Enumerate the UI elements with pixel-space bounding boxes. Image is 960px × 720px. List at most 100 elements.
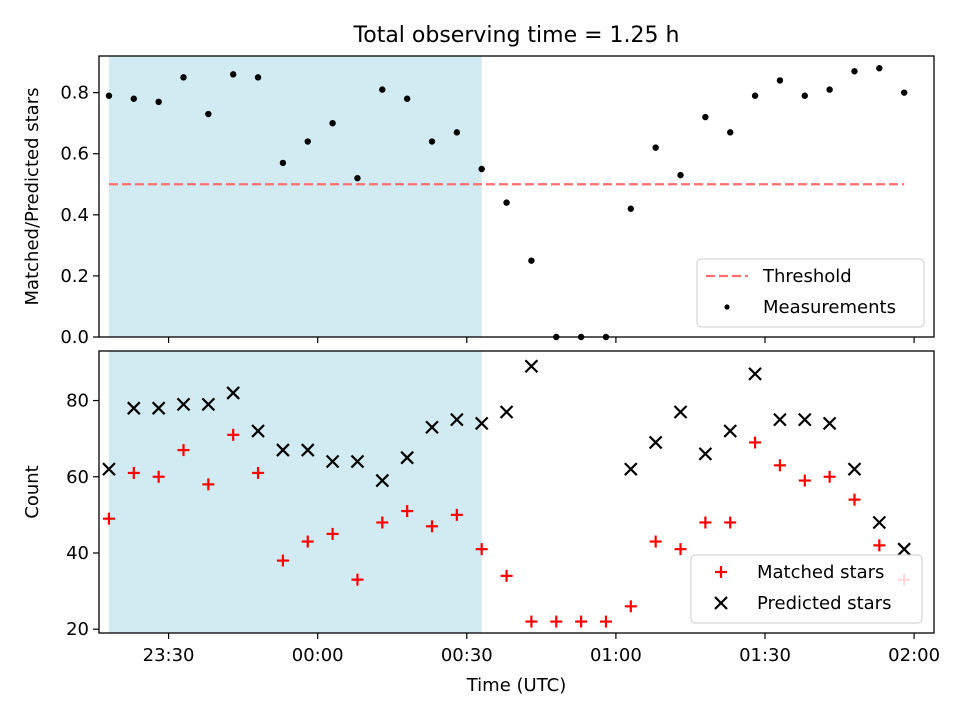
predicted-star-point	[847, 462, 862, 476]
predicted-star-point	[773, 412, 787, 427]
y-tick-label: 60	[66, 467, 89, 488]
measurement-point	[900, 89, 908, 96]
predicted-star-stroke-b	[673, 405, 688, 419]
top-y-ticks: 0.0 0.2 0.4 0.6 0.8	[60, 83, 99, 348]
measurement-point	[428, 138, 436, 145]
measurement-point	[354, 174, 361, 182]
top-y-axis-label: Matched/Predicted stars	[22, 88, 43, 306]
measurement-points	[105, 65, 908, 341]
x-axis-label: Time (UTC)	[466, 675, 567, 696]
y-tick-label: 0.4	[60, 205, 89, 226]
predicted-star-stroke-b	[151, 401, 166, 415]
top-axes-frame	[98, 55, 935, 338]
top-legend-box	[696, 258, 925, 328]
bottom-axes-frame	[98, 350, 935, 634]
matched-star-point	[699, 516, 712, 529]
x-tick-label: 00:00	[292, 645, 344, 666]
predicted-star-stroke-b	[375, 473, 390, 488]
matched-star-point	[798, 474, 811, 487]
y-tick-label: 20	[66, 619, 89, 640]
matched-star-point	[773, 459, 786, 472]
predicted-star-point	[897, 542, 911, 556]
legend-predicted-label: Predicted stars	[757, 593, 891, 614]
measurement-point	[229, 71, 237, 78]
figure-title: Total observing time = 1.25 h	[353, 23, 680, 48]
predicted-star-point	[624, 462, 638, 476]
matched-star-point	[624, 600, 637, 613]
matched-star-point	[674, 543, 687, 556]
legend-threshold-label: Threshold	[762, 266, 852, 287]
y-tick-label: 80	[66, 391, 89, 412]
matched-star-point	[724, 516, 737, 529]
predicted-star-stroke-b	[425, 420, 439, 434]
y-tick-label: 0.0	[60, 327, 89, 348]
matched-star-point	[152, 470, 165, 483]
matched-star-point	[873, 539, 886, 552]
matched-star-point	[450, 508, 463, 521]
bottom-legend-box	[690, 554, 923, 624]
predicted-star-stroke-b	[450, 412, 464, 427]
predicted-star-stroke-b	[872, 515, 887, 530]
measurement-point	[851, 68, 858, 75]
matched-star-point	[376, 516, 389, 529]
bottom-y-axis-label: Count	[22, 465, 43, 518]
legend-measurements-swatch	[724, 304, 730, 310]
predicted-star-stroke-b	[698, 447, 713, 461]
matched-star-point	[351, 573, 364, 586]
measurement-point	[528, 257, 535, 264]
shaded-region-top	[108, 56, 482, 337]
predicted-star-stroke-b	[127, 401, 141, 415]
measurement-point	[478, 165, 485, 173]
matched-star-point	[426, 520, 439, 533]
legend-predicted-swatch	[714, 596, 728, 610]
predicted-star-point	[822, 416, 837, 431]
x-tick-label: 23:30	[143, 645, 195, 666]
predicted-star-point	[797, 412, 812, 427]
predicted-star-point	[723, 424, 737, 438]
predicted-star-stroke-b	[350, 454, 365, 469]
matched-star-point	[749, 436, 762, 449]
predicted-star-point	[474, 416, 489, 431]
measurement-point	[379, 86, 386, 93]
measurement-point	[180, 74, 187, 81]
predicted-star-stroke-b	[400, 450, 414, 465]
y-tick-label: 0.6	[60, 144, 89, 165]
measurement-point	[205, 110, 212, 118]
measurement-point	[677, 171, 684, 179]
measurement-point	[627, 205, 635, 212]
predicted-star-point	[151, 401, 166, 415]
predicted-star-point	[872, 515, 887, 530]
predicted-star-stroke-b	[648, 435, 663, 450]
matched-star-point	[599, 615, 612, 628]
predicted-star-point	[748, 367, 762, 381]
measurement-point	[254, 74, 262, 81]
measurement-point	[403, 95, 411, 102]
predicted-star-stroke-b	[524, 359, 539, 374]
predicted-star-stroke-b	[499, 405, 514, 419]
predicted-star-stroke-b	[276, 443, 290, 457]
shaded-interval	[108, 351, 482, 633]
predicted-star-stroke-b	[822, 416, 837, 431]
matched-star-point	[227, 428, 240, 441]
x-tick-label: 00:30	[441, 645, 493, 666]
predicted-star-point	[425, 420, 439, 434]
matched-star-point	[649, 535, 662, 548]
predicted-star-stroke-b	[176, 397, 191, 412]
predicted-star-stroke-b	[748, 367, 762, 381]
matched-star-point	[301, 535, 314, 548]
predicted-star-stroke-b	[226, 386, 240, 400]
matched-star-point	[525, 615, 538, 628]
top-legend: Threshold Measurements	[696, 258, 925, 328]
matched-star-point	[252, 466, 265, 479]
predicted-star-stroke-b	[847, 462, 862, 476]
measurement-point	[329, 119, 336, 127]
predicted-star-stroke-b	[773, 412, 787, 427]
predicted-stars-points	[102, 359, 911, 556]
measurement-point	[279, 159, 287, 167]
predicted-star-point	[176, 397, 191, 412]
predicted-star-point	[300, 443, 315, 457]
predicted-star-point	[648, 435, 663, 450]
predicted-star-point	[127, 401, 141, 415]
